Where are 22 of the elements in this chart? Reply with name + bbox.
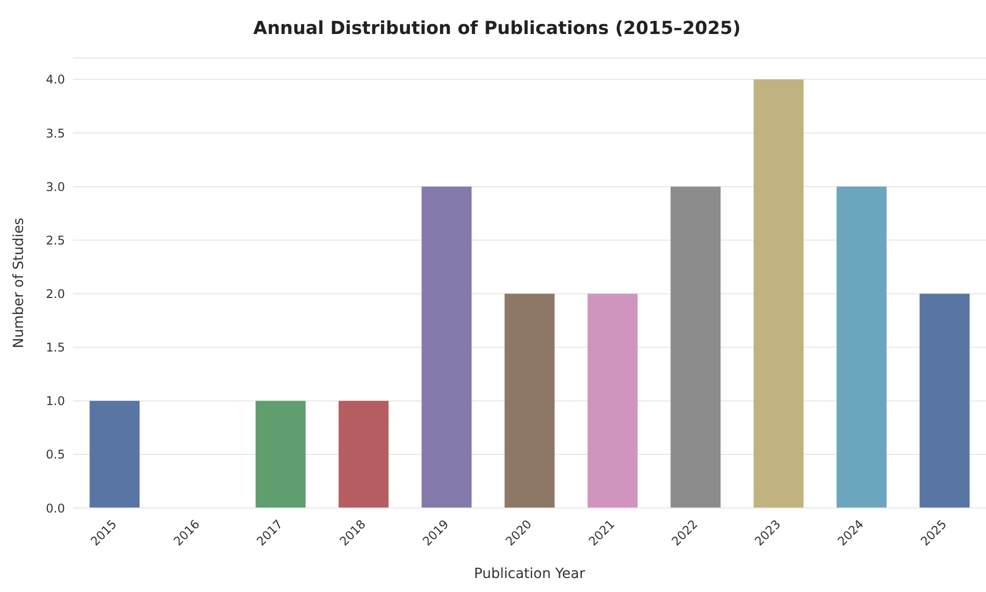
bar: [836, 186, 887, 508]
bar: [588, 294, 638, 508]
y-tick-label: 2.5: [46, 233, 65, 248]
bar: [504, 294, 555, 508]
bar: [90, 400, 140, 508]
chart-title: Annual Distribution of Publications (2015–2025): [252, 17, 742, 41]
bar: [422, 186, 472, 508]
y-axis-title: Number of Studies: [10, 218, 27, 348]
bar: [920, 294, 970, 508]
y-tick-label: 4.0: [46, 72, 65, 87]
bar: [670, 186, 721, 508]
y-tick-label: 0.0: [46, 501, 65, 516]
x-axis-title: Publication Year: [474, 566, 586, 582]
y-tick-label: 1.0: [46, 394, 65, 408]
y-tick-label: 2.0: [46, 286, 65, 301]
bar: [256, 400, 306, 508]
bar: [754, 79, 804, 508]
y-tick-label: 3.5: [46, 126, 65, 140]
y-tick-label: 0.5: [46, 448, 65, 462]
y-tick-label: 3.0: [46, 180, 65, 194]
y-tick-label: 1.5: [46, 340, 65, 355]
bar: [338, 400, 389, 508]
